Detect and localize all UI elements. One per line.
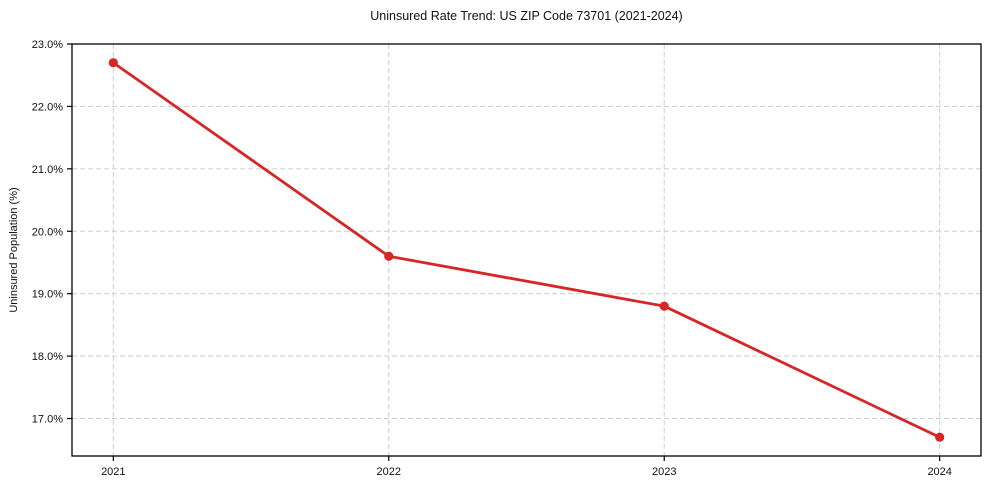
y-tick-label: 21.0%: [32, 164, 63, 176]
y-tick-label: 22.0%: [32, 101, 63, 113]
plot-border: [71, 43, 982, 457]
y-tick-label: 20.0%: [32, 226, 63, 238]
x-tick-label: 2022: [377, 466, 401, 478]
plot-area: [72, 44, 981, 456]
data-point: [384, 251, 394, 261]
y-tick-label: 23.0%: [32, 39, 63, 51]
data-point: [659, 301, 669, 311]
data-point: [108, 58, 118, 68]
x-tick-label: 2021: [101, 466, 125, 478]
data-point: [935, 432, 945, 442]
y-tick-label: 17.0%: [32, 414, 63, 426]
chart-title: Uninsured Rate Trend: US ZIP Code 73701 …: [370, 9, 683, 23]
x-tick-label: 2023: [652, 466, 676, 478]
x-tick-label: 2024: [927, 466, 951, 478]
y-tick-label: 19.0%: [32, 289, 63, 301]
y-tick-label: 18.0%: [32, 351, 63, 363]
trend-line: [111, 61, 942, 439]
